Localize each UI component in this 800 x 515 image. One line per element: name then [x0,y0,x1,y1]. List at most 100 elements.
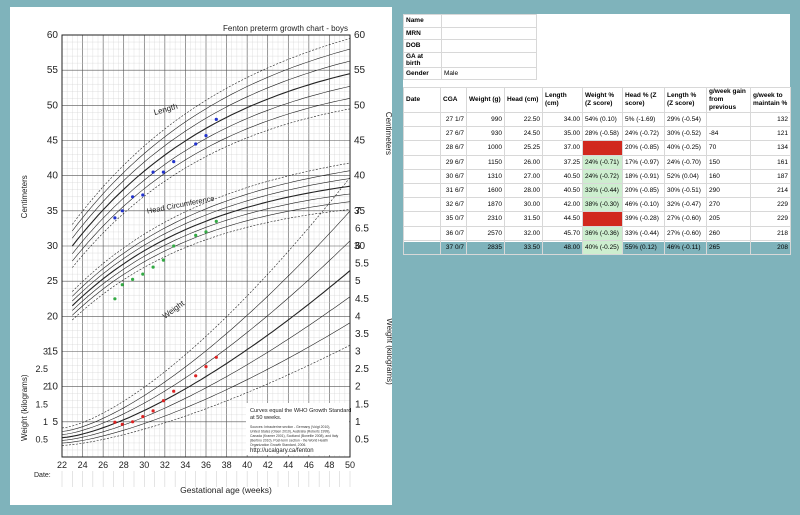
cell-weight[interactable]: 930 [466,126,505,142]
cell-hpct[interactable]: 17% (-0.97) [622,154,665,170]
cell-gain[interactable]: 290 [706,182,751,199]
cell-weight[interactable]: 2570 [466,225,505,241]
mrn-value[interactable] [441,26,537,41]
cell-maintain[interactable]: 229 [750,211,791,227]
cell-weight[interactable]: 1150 [466,154,505,170]
cell-hpct[interactable]: 39% (-0.28) [622,211,665,227]
cell-weight[interactable]: 2310 [466,211,505,227]
cell-hpct[interactable]: 55% (0.12) [622,239,665,255]
cell-date[interactable] [403,211,441,227]
cell-date[interactable] [403,111,441,128]
cell-maintain[interactable]: 161 [750,154,791,170]
cell-lpct[interactable]: 30% (-0.52) [664,126,707,142]
cell-gain[interactable]: -84 [706,126,751,142]
cell-maintain[interactable]: 214 [750,182,791,199]
cell-lpct[interactable]: 52% (0.04) [664,168,707,184]
cell-date[interactable] [403,168,441,184]
cell-gain[interactable]: 265 [706,239,751,255]
cell-cga[interactable]: 31 6/7 [440,182,467,199]
cell-lpct[interactable]: 27% (-0.60) [664,225,707,241]
cell-gain[interactable]: 205 [706,211,751,227]
cell-weight[interactable]: 2835 [466,239,505,255]
cell-date[interactable] [403,225,441,241]
cell-head[interactable]: 26.00 [504,154,543,170]
cell-cga[interactable]: 32 6/7 [440,197,467,213]
ga-value[interactable] [441,51,537,68]
cell-lpct[interactable]: 32% (-0.47) [664,197,707,213]
cell-date[interactable] [403,239,441,255]
gender-value[interactable]: Male [441,66,537,81]
cell-lpct[interactable]: 29% (-0.54) [664,111,707,128]
cell-hpct[interactable]: 20% (-0.85) [622,182,665,199]
cell-gain[interactable]: 150 [706,154,751,170]
cell-gain[interactable]: 70 [706,140,751,156]
cell-weight[interactable]: 1600 [466,182,505,199]
cell-lpct[interactable]: 46% (-0.11) [664,239,707,255]
cell-hpct[interactable]: 46% (-0.10) [622,197,665,213]
cell-wpct[interactable]: 24% (-0.72) [582,168,623,184]
cell-date[interactable] [403,197,441,213]
cell-head[interactable]: 32.00 [504,225,543,241]
cell-head[interactable]: 27.00 [504,168,543,184]
cell-gain[interactable]: 270 [706,197,751,213]
cell-cga[interactable]: 36 0/7 [440,225,467,241]
cell-cga[interactable]: 35 0/7 [440,211,467,227]
cell-length[interactable]: 35.00 [542,126,583,142]
cell-head[interactable]: 30.00 [504,197,543,213]
cell-length[interactable]: 44.50 [542,211,583,227]
cell-wpct[interactable]: 54% (0.10) [582,111,623,128]
cell-weight[interactable]: 990 [466,111,505,128]
cell-wpct[interactable]: 28% (-0.58) [582,126,623,142]
cell-date[interactable] [403,126,441,142]
cell-head[interactable]: 25.25 [504,140,543,156]
cell-hpct[interactable]: 5% (-1.69) [622,111,665,128]
cell-lpct[interactable]: 40% (-0.25) [664,140,707,156]
cell-lpct[interactable]: 30% (-0.51) [664,182,707,199]
cell-maintain[interactable]: 132 [750,111,791,128]
cell-wpct[interactable]: 33% (-0.44) [582,182,623,199]
cell-cga[interactable]: 27 6/7 [440,126,467,142]
cell-cga[interactable]: 27 1/7 [440,111,467,128]
cell-wpct[interactable]: 36% (-0.36) [582,225,623,241]
cell-head[interactable]: 33.50 [504,239,543,255]
cell-head[interactable]: 24.50 [504,126,543,142]
cell-wpct[interactable]: 31% (-0.49) [582,211,623,227]
cell-cga[interactable]: 30 6/7 [440,168,467,184]
cell-maintain[interactable]: 121 [750,126,791,142]
cell-length[interactable]: 37.25 [542,154,583,170]
cell-hpct[interactable]: 18% (-0.91) [622,168,665,184]
cell-wpct[interactable]: 38% (-0.30) [582,197,623,213]
cell-length[interactable]: 42.00 [542,197,583,213]
cell-gain[interactable]: 160 [706,168,751,184]
cell-date[interactable] [403,140,441,156]
cell-length[interactable]: 40.50 [542,182,583,199]
cell-length[interactable]: 45.70 [542,225,583,241]
cell-wpct[interactable]: 22% (-0.77) [582,140,623,156]
cell-maintain[interactable]: 208 [750,239,791,255]
cell-maintain[interactable]: 229 [750,197,791,213]
cell-hpct[interactable]: 20% (-0.85) [622,140,665,156]
cell-date[interactable] [403,154,441,170]
cell-maintain[interactable]: 134 [750,140,791,156]
cell-maintain[interactable]: 187 [750,168,791,184]
cell-cga[interactable]: 28 6/7 [440,140,467,156]
cell-length[interactable]: 37.00 [542,140,583,156]
cell-gain[interactable]: 260 [706,225,751,241]
cell-head[interactable]: 28.00 [504,182,543,199]
cell-wpct[interactable]: 40% (-0.25) [582,239,623,255]
cell-head[interactable]: 31.50 [504,211,543,227]
cell-length[interactable]: 48.00 [542,239,583,255]
cell-length[interactable]: 40.50 [542,168,583,184]
cell-weight[interactable]: 1310 [466,168,505,184]
name-value[interactable] [441,14,537,28]
cell-date[interactable] [403,182,441,199]
cell-cga[interactable]: 37 0/7 [440,239,467,255]
cell-weight[interactable]: 1870 [466,197,505,213]
cell-head[interactable]: 22.50 [504,111,543,128]
cell-weight[interactable]: 1000 [466,140,505,156]
cell-cga[interactable]: 29 6/7 [440,154,467,170]
dob-value[interactable] [441,39,537,53]
cell-wpct[interactable]: 24% (-0.71) [582,154,623,170]
cell-length[interactable]: 34.00 [542,111,583,128]
cell-lpct[interactable]: 27% (-0.60) [664,211,707,227]
